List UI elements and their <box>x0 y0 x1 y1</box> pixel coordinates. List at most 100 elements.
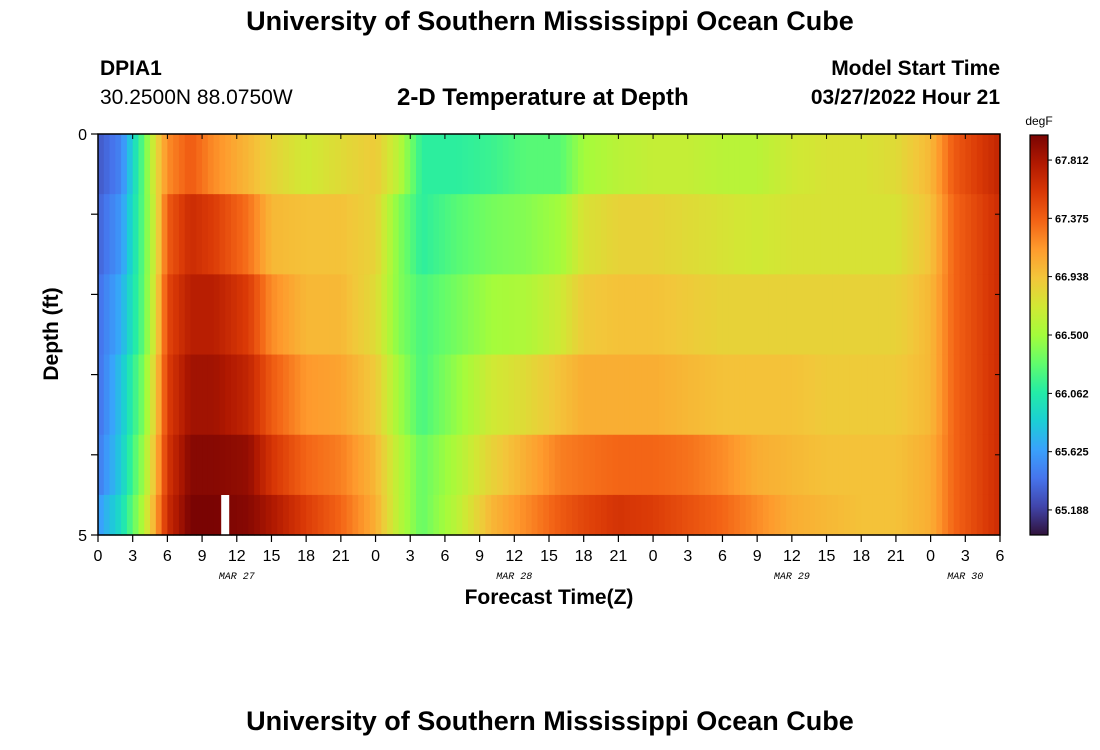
heatmap-cell <box>254 134 261 195</box>
heatmap-cell <box>751 434 758 496</box>
heatmap-cell <box>369 354 377 436</box>
heatmap-cell <box>612 134 619 195</box>
heatmap-cell <box>601 194 608 275</box>
heatmap-cell <box>647 434 654 496</box>
heatmap-cell <box>814 434 822 496</box>
heatmap-cell <box>496 354 504 436</box>
colorbar-tick-label: 66.500 <box>1055 330 1089 342</box>
heatmap-cell <box>705 354 712 436</box>
heatmap-cell <box>757 354 764 436</box>
heatmap-cell <box>109 134 116 195</box>
heatmap-cell <box>433 274 440 356</box>
heatmap-cell <box>994 134 1001 195</box>
heatmap-cell <box>525 134 533 195</box>
heatmap-cell <box>236 194 244 275</box>
heatmap-cell <box>820 494 828 536</box>
heatmap-cell <box>496 494 504 536</box>
heatmap-cell <box>543 274 550 356</box>
heatmap-cell <box>410 194 417 275</box>
heatmap-cell <box>202 434 209 496</box>
heatmap-cell <box>392 494 400 536</box>
heatmap-cell <box>832 434 839 496</box>
heatmap-cell <box>178 354 186 436</box>
heatmap-cell <box>843 194 851 275</box>
heatmap-cell <box>294 494 301 536</box>
heatmap-cell <box>716 194 724 275</box>
heatmap-cell <box>277 274 284 356</box>
heatmap-cell <box>398 274 406 356</box>
heatmap-cell <box>716 354 724 436</box>
heatmap-cell <box>421 494 429 536</box>
heatmap-cell <box>890 494 897 536</box>
heatmap-cell <box>502 494 510 536</box>
heatmap-cell <box>965 194 972 275</box>
heatmap-cell <box>311 494 319 536</box>
heatmap-cell <box>780 134 787 195</box>
colorbar-tick-label: 66.062 <box>1055 388 1089 400</box>
heatmap-cell <box>606 354 614 436</box>
heatmap-cell <box>849 354 857 436</box>
heatmap-cell <box>791 494 799 536</box>
heatmap-cell <box>294 134 301 195</box>
heatmap-cell <box>265 354 273 436</box>
heatmap-cell <box>207 434 215 496</box>
heatmap-cell <box>624 354 631 436</box>
heatmap-cell <box>167 434 174 496</box>
heatmap-cell <box>283 274 290 356</box>
heatmap-cell <box>254 354 261 436</box>
heatmap-cell <box>670 494 677 536</box>
heatmap-cell <box>421 134 429 195</box>
heatmap-cell <box>242 434 249 496</box>
heatmap-cell <box>514 274 521 356</box>
heatmap-cell <box>780 494 787 536</box>
heatmap-cell <box>797 274 805 356</box>
heatmap-cell <box>618 354 625 436</box>
heatmap-cell <box>427 494 434 536</box>
heatmap-cell <box>734 494 741 536</box>
heatmap-cell <box>219 434 226 496</box>
heatmap-cell <box>762 274 770 356</box>
heatmap-cell <box>514 494 521 536</box>
heatmap-cell <box>225 354 232 436</box>
heatmap-cell <box>601 274 608 356</box>
heatmap-cell <box>155 194 163 275</box>
heatmap-cell <box>959 134 966 195</box>
heatmap-cell <box>901 494 909 536</box>
heatmap-cell <box>508 434 515 496</box>
heatmap-cell <box>745 274 752 356</box>
heatmap-cell <box>439 494 446 536</box>
heatmap-cell <box>809 354 816 436</box>
heatmap-cell <box>346 134 354 195</box>
heatmap-cell <box>762 494 770 536</box>
heatmap-cell <box>479 274 486 356</box>
heatmap-cell <box>196 354 203 436</box>
heatmap-cell <box>340 134 348 195</box>
heatmap-cell <box>363 354 371 436</box>
heatmap-cell <box>959 274 966 356</box>
heatmap-cell <box>988 434 995 496</box>
heatmap-cell <box>930 434 937 496</box>
heatmap-cell <box>664 494 672 536</box>
heatmap-cell <box>398 194 406 275</box>
heatmap-cell <box>213 354 221 436</box>
colorbar: 67.812 67.375 66.938 66.500 66.062 65.625 65.1… <box>1025 114 1089 536</box>
heatmap-cell <box>953 194 961 275</box>
heatmap-cell <box>814 494 822 536</box>
colorbar-tick-label: 65.188 <box>1055 505 1089 517</box>
x-tick-label: 18 <box>575 548 593 565</box>
colorbar-tick-label: 66.938 <box>1055 272 1089 284</box>
heatmap-cell <box>132 434 140 496</box>
heatmap-cell <box>843 134 851 195</box>
heatmap-cell <box>358 354 365 436</box>
heatmap-cell <box>554 274 562 356</box>
heatmap-cell <box>184 494 192 536</box>
heatmap-cell <box>219 194 226 275</box>
heatmap-cell <box>670 434 677 496</box>
heatmap-cell <box>595 274 602 356</box>
heatmap-cell <box>329 134 336 195</box>
heatmap-cell <box>138 354 145 436</box>
heatmap-cell <box>236 494 244 536</box>
heatmap-cell <box>803 274 810 356</box>
heatmap-cell <box>554 134 562 195</box>
heatmap-cell <box>98 434 105 496</box>
